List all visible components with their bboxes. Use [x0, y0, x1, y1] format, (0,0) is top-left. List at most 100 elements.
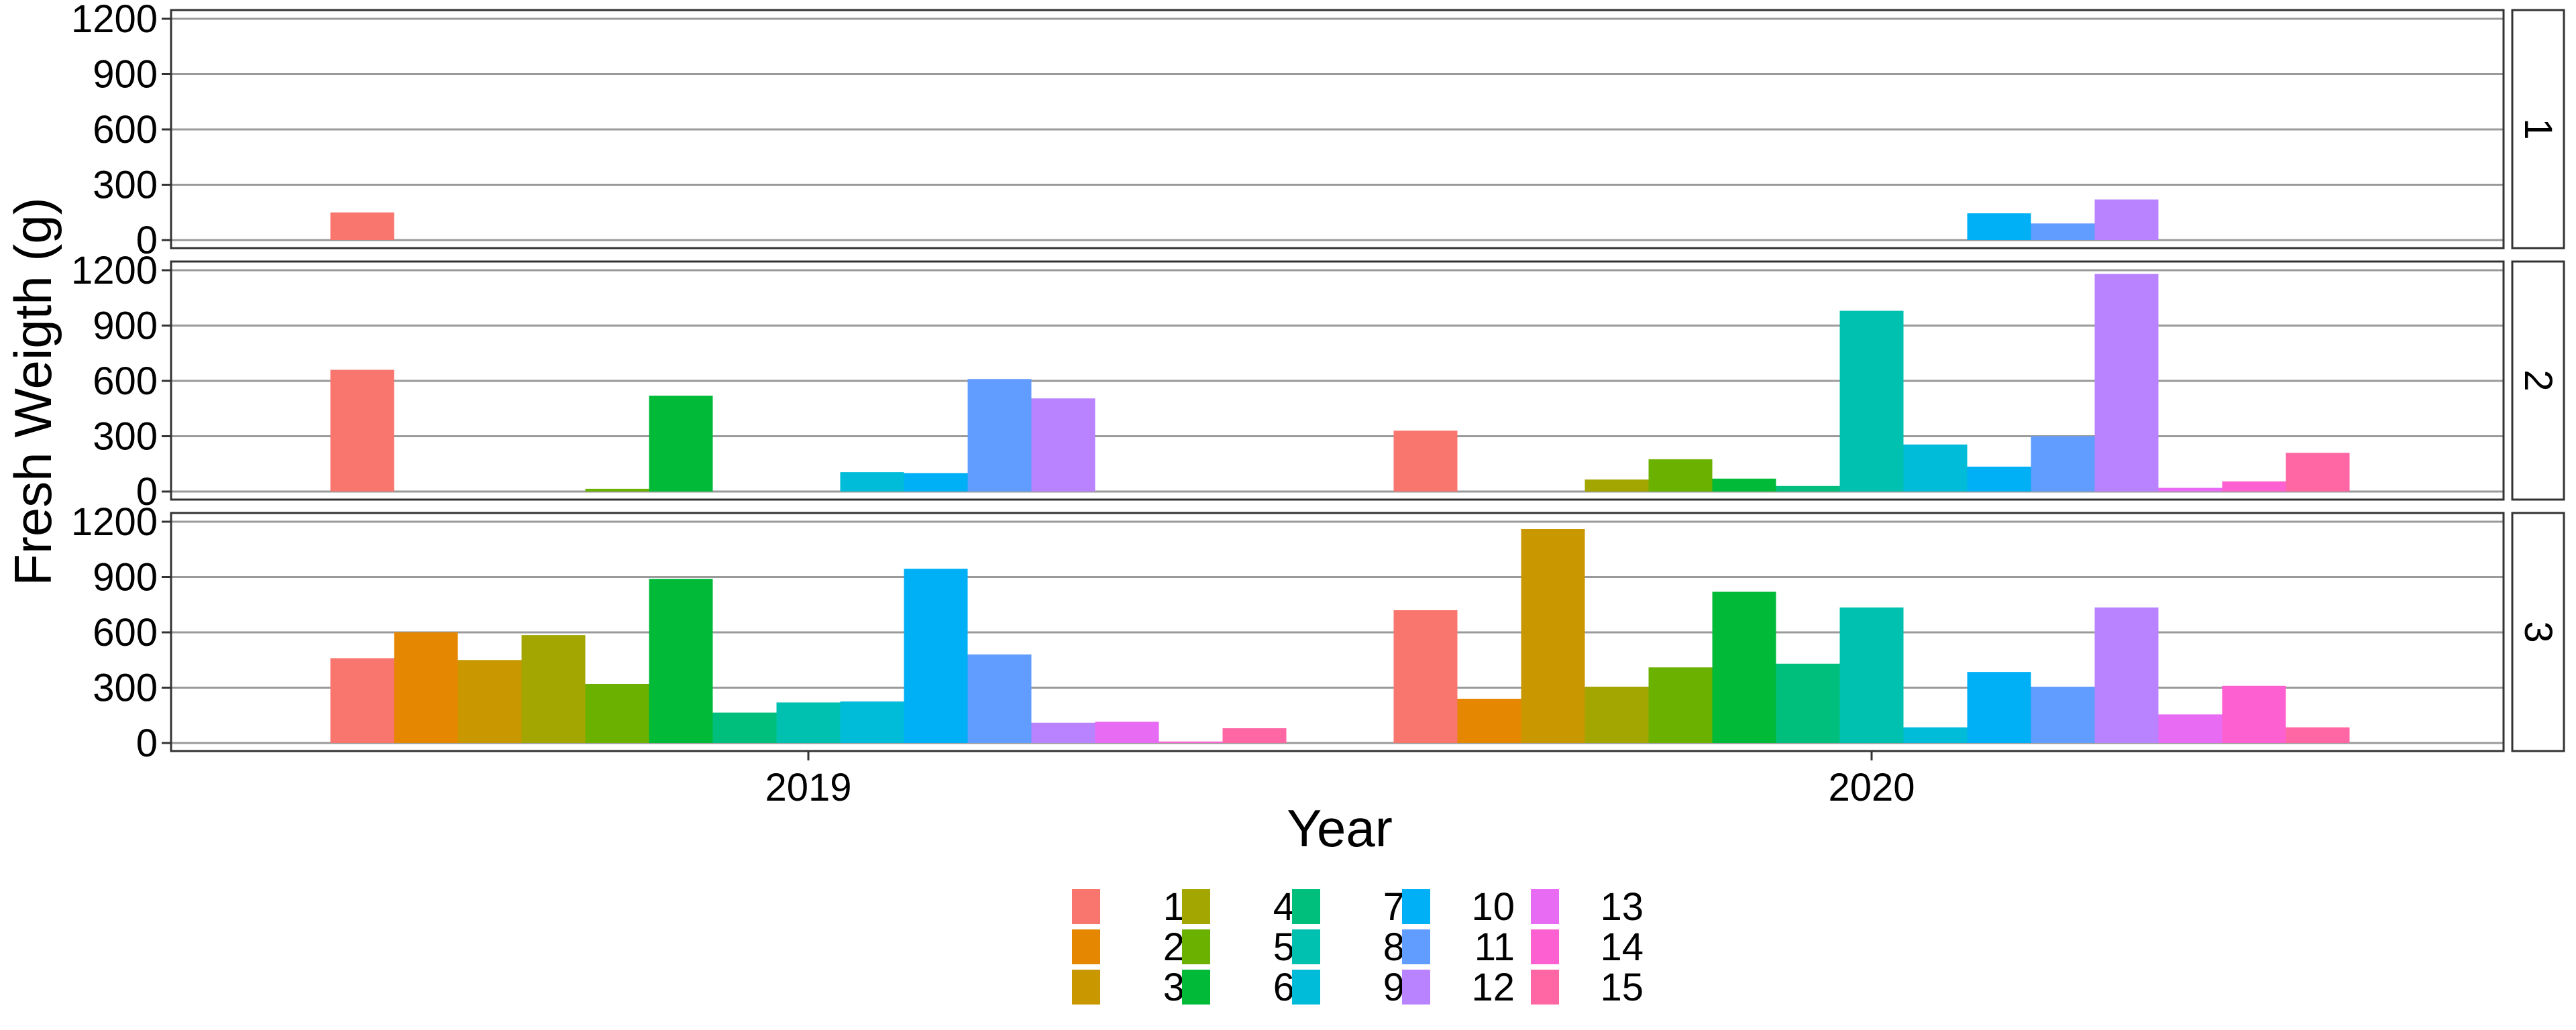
bar-facet3-series3-2020 [1521, 529, 1585, 743]
bar-facet2-series5-2020 [1648, 459, 1713, 492]
y-tick-label: 600 [93, 611, 158, 654]
bar-facet2-series1-2019 [330, 369, 394, 492]
legend-item-6: 6 [1182, 966, 1295, 1009]
legend-item-12: 12 [1402, 966, 1515, 1009]
legend-label: 7 [1383, 885, 1405, 929]
legend-label: 2 [1163, 925, 1185, 969]
legend-label: 4 [1273, 885, 1295, 929]
legend-label: 13 [1600, 885, 1644, 929]
legend-item-5: 5 [1182, 925, 1295, 969]
legend-item-11: 11 [1402, 925, 1515, 969]
legend-label: 6 [1273, 966, 1295, 1009]
bar-facet3-series12-2020 [2094, 607, 2159, 743]
legend-key [1531, 929, 1559, 964]
legend-key [1182, 889, 1210, 924]
bar-facet2-series1-2020 [1393, 431, 1458, 492]
bar-facet1-series10-2020 [1967, 213, 2031, 240]
bar-facet1-series11-2020 [2031, 223, 2095, 240]
legend-key [1292, 929, 1320, 964]
legend-item-9: 9 [1292, 966, 1405, 1009]
legend-item-15: 15 [1531, 966, 1644, 1009]
legend-label: 8 [1383, 925, 1405, 969]
legend-key [1531, 970, 1559, 1005]
legend-key [1072, 929, 1100, 964]
facet-strip-label: 3 [2516, 621, 2560, 642]
legend-item-7: 7 [1292, 885, 1405, 929]
bar-facet3-series3-2019 [458, 660, 522, 743]
bar-facet2-series6-2020 [1712, 478, 1776, 492]
bar-facet2-series9-2019 [840, 472, 904, 492]
legend-key [1402, 970, 1430, 1005]
bar-facet3-series6-2019 [649, 579, 713, 743]
bar-facet3-series15-2019 [1222, 728, 1287, 743]
y-tick-label: 900 [93, 556, 158, 599]
legend-item-1: 1 [1072, 885, 1185, 929]
x-tick-label: 2020 [1828, 766, 1915, 809]
legend-key [1292, 970, 1320, 1005]
legend-label: 10 [1471, 885, 1515, 929]
bar-facet2-series11-2019 [967, 379, 1032, 492]
legend-label: 1 [1163, 885, 1185, 929]
bar-facet2-series7-2020 [1776, 485, 1840, 492]
bar-facet3-series4-2019 [521, 635, 586, 743]
bar-facet3-series7-2019 [712, 712, 777, 743]
bar-facet3-series14-2020 [2222, 685, 2286, 743]
legend-key [1182, 970, 1210, 1005]
bar-facet3-series7-2020 [1776, 663, 1840, 743]
bar-facet3-series13-2020 [2158, 714, 2222, 743]
facet-panel-3: 0 300 600 900 1200 3 [71, 500, 2565, 765]
bar-facet3-series9-2020 [1903, 727, 1968, 743]
y-tick-label: 1200 [71, 249, 158, 292]
panel-border [170, 512, 2505, 752]
x-tick-label: 2019 [765, 766, 851, 809]
bar-facet2-series12-2019 [1031, 398, 1095, 492]
facet-strip-label: 2 [2516, 369, 2560, 391]
legend-key [1402, 929, 1430, 964]
facet-strip [2511, 9, 2565, 249]
legend-label: 5 [1273, 925, 1295, 969]
bar-facet2-series8-2020 [1839, 310, 1904, 492]
y-tick-label: 600 [93, 359, 158, 403]
legend-label: 9 [1383, 966, 1405, 1009]
legend-item-14: 14 [1531, 925, 1644, 969]
bar-facet3-series13-2019 [1095, 722, 1159, 743]
bar-facet2-series11-2020 [2031, 436, 2095, 492]
legend-key [1292, 889, 1320, 924]
y-tick-label: 600 [93, 108, 158, 152]
y-tick-label: 300 [93, 164, 158, 207]
bar-facet1-series12-2020 [2094, 199, 2159, 240]
bar-facet3-series14-2019 [1159, 741, 1223, 743]
bar-facet3-series4-2020 [1585, 687, 1649, 743]
bar-facet3-series2-2019 [394, 632, 458, 743]
bar-facet3-series1-2020 [1393, 610, 1458, 743]
legend-label: 11 [1474, 925, 1515, 969]
y-tick-label: 1200 [71, 0, 158, 41]
facet-panel-2: 0 300 600 900 1200 2 [71, 249, 2565, 514]
bar-facet2-series5-2019 [585, 488, 649, 492]
bar-facet3-series11-2020 [2031, 687, 2095, 743]
bar-facet3-series8-2020 [1839, 607, 1904, 743]
legend-label: 15 [1600, 966, 1644, 1009]
bar-facet3-series8-2019 [776, 702, 841, 743]
legend-key [1531, 889, 1559, 924]
bar-facet3-series11-2019 [967, 654, 1032, 743]
bar-facet2-series6-2019 [649, 396, 713, 492]
y-tick-label: 0 [136, 470, 158, 514]
legend-key [1182, 929, 1210, 964]
y-tick-label: 900 [93, 304, 158, 348]
bar-facet2-series10-2019 [904, 473, 968, 492]
bar-facet3-series10-2020 [1967, 672, 2031, 743]
facet-strip-label: 1 [2516, 118, 2560, 139]
bar-facet2-series9-2020 [1903, 444, 1968, 492]
panel-border [170, 9, 2505, 249]
bar-facet2-series15-2020 [2286, 453, 2350, 492]
bar-facet3-series1-2019 [330, 658, 394, 743]
facet-panel-1: 0 300 600 900 1200 1 [71, 0, 2565, 262]
bar-facet2-series4-2020 [1585, 479, 1649, 492]
bar-facet3-series9-2019 [840, 701, 904, 743]
bar-facet2-series10-2020 [1967, 466, 2031, 492]
legend-key [1072, 889, 1100, 924]
y-tick-label: 1200 [71, 500, 158, 544]
y-tick-label: 300 [93, 667, 158, 710]
